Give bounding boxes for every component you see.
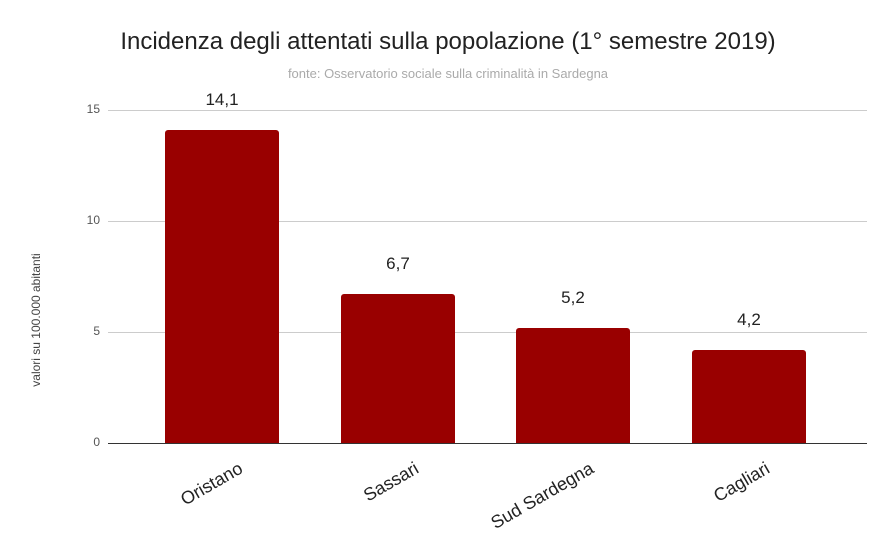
y-axis-label: valori su 100.000 abitanti [29,253,43,387]
bar-cagliari[interactable] [692,350,806,443]
y-tick-label: 0 [93,435,100,449]
x-axis-baseline [108,443,867,444]
x-tick-label: Oristano [177,458,246,510]
x-tick-label: Sassari [360,458,422,506]
gridline [108,110,867,111]
y-tick-label: 5 [93,324,100,338]
data-label: 14,1 [205,90,239,109]
gridline [108,221,867,222]
y-tick-label: 10 [86,213,100,227]
bar-sassari[interactable] [341,294,455,443]
data-label: 5,2 [561,288,585,307]
gridline [108,332,867,333]
data-label: 6,7 [386,254,410,273]
x-tick-label: Sud Sardegna [487,458,597,533]
y-tick-label: 15 [86,102,100,116]
chart-title: Incidenza degli attentati sulla popolazi… [120,28,776,55]
x-tick-label: Cagliari [710,458,773,506]
data-label: 4,2 [737,310,761,329]
bar-oristano[interactable] [165,130,279,443]
chart-subtitle: fonte: Osservatorio sociale sulla crimin… [287,66,609,81]
bar-sud-sardegna[interactable] [516,328,630,443]
